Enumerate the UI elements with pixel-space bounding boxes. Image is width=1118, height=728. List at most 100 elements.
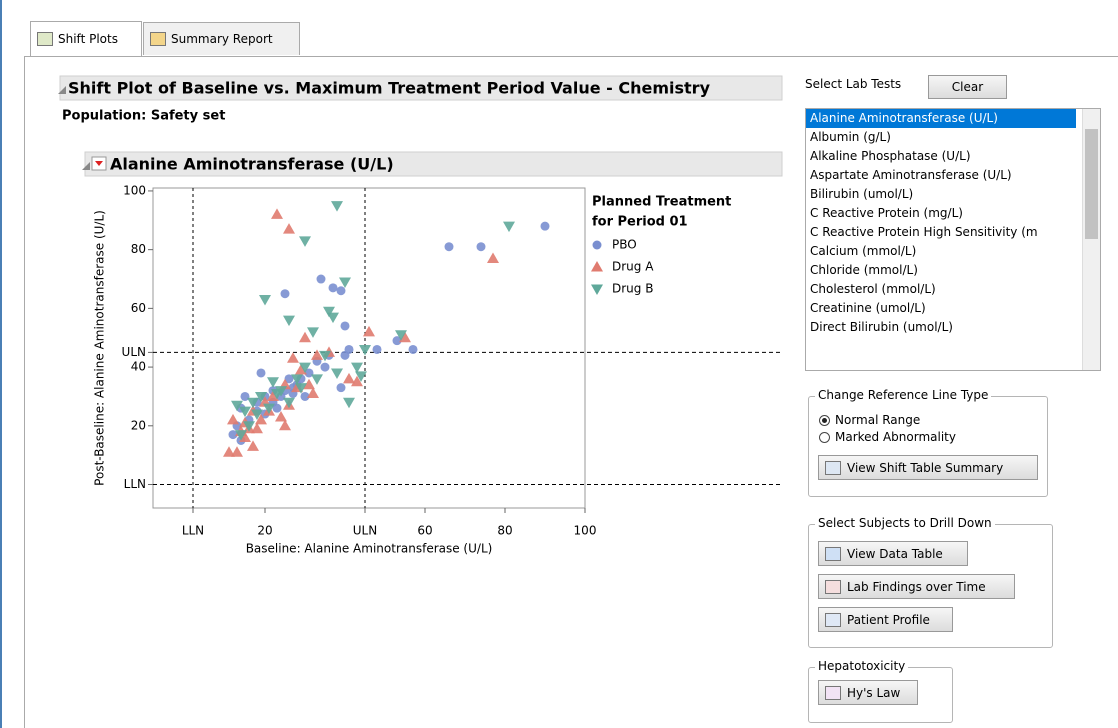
legend-label: Drug B <box>612 282 653 296</box>
tab[interactable]: Summary Report <box>143 22 300 55</box>
point <box>283 315 295 327</box>
legend-label: PBO <box>612 238 637 252</box>
disclosure-icon[interactable] <box>58 86 66 94</box>
list-label: Select Lab Tests <box>805 77 902 91</box>
point <box>304 368 314 378</box>
report-canvas: Shift Plot of Baseline vs. Maximum Treat… <box>58 75 783 556</box>
point <box>316 274 326 284</box>
point <box>307 387 319 399</box>
point <box>340 321 350 331</box>
point <box>228 430 238 440</box>
point <box>503 221 515 233</box>
legend-marker <box>591 284 603 295</box>
list-item[interactable]: Alkaline Phosphatase (U/L) <box>810 149 971 163</box>
list-item[interactable]: Chloride (mmol/L) <box>810 263 918 277</box>
list-item[interactable]: Alanine Aminotransferase (U/L) <box>806 109 1076 128</box>
drill-button[interactable]: Lab Findings over Time <box>818 574 1015 599</box>
list-item[interactable]: Albumin (g/L) <box>810 130 891 144</box>
radio-option[interactable]: Normal Range <box>819 413 920 427</box>
point <box>311 374 323 385</box>
legend-title: for Period 01 <box>592 215 688 230</box>
list-item[interactable]: Cholesterol (mmol/L) <box>810 282 936 296</box>
point <box>259 295 271 306</box>
button-icon <box>825 460 841 475</box>
point <box>283 397 295 409</box>
list-item[interactable]: Creatinine (umol/L) <box>810 301 926 315</box>
point <box>372 344 382 354</box>
point <box>444 242 454 252</box>
button-icon <box>825 546 841 561</box>
point <box>267 377 279 388</box>
point <box>319 350 331 362</box>
drill-button[interactable]: Patient Profile <box>818 607 953 632</box>
hys-law-button[interactable]: Hy's Law <box>818 680 918 705</box>
point <box>351 375 363 387</box>
point <box>279 419 291 431</box>
tab-icon <box>150 32 166 46</box>
point <box>331 368 343 379</box>
point <box>311 349 323 360</box>
y-tick-label: LLN <box>124 477 146 491</box>
drill-button[interactable]: View Data Table <box>818 541 968 566</box>
point <box>303 378 315 390</box>
point <box>263 403 275 415</box>
radio-label: Normal Range <box>835 413 921 427</box>
y-tick-label: 80 <box>131 242 146 256</box>
list-item[interactable]: Direct Bilirubin (umol/L) <box>810 320 953 334</box>
button-label: View Data Table <box>847 546 943 561</box>
point <box>299 362 311 374</box>
point <box>295 364 307 375</box>
point <box>231 400 243 412</box>
button-icon <box>825 579 841 594</box>
disclosure-icon[interactable] <box>82 162 90 170</box>
point <box>392 336 402 346</box>
button-icon <box>825 685 841 700</box>
point <box>255 413 267 425</box>
point <box>323 306 335 318</box>
lab-test-list[interactable]: Alanine Aminotransferase (U/L) Albumin (g… <box>805 108 1101 371</box>
point <box>295 383 307 394</box>
chart-title: Alanine Aminotransferase (U/L) <box>110 155 394 174</box>
shift-table-button[interactable]: View Shift Table Summary <box>818 455 1038 480</box>
point <box>287 352 299 363</box>
list-item[interactable]: C Reactive Protein (mg/L) <box>810 206 963 220</box>
list-item[interactable]: Calcium (mmol/L) <box>810 244 917 258</box>
legend-marker <box>592 240 602 250</box>
x-tick-label: 80 <box>497 524 512 538</box>
group-box: Change Reference Line Type <box>808 388 1048 497</box>
list-item[interactable]: Bilirubin (umol/L) <box>810 187 914 201</box>
point <box>227 413 239 425</box>
group-title: Hepatotoxicity <box>815 659 909 673</box>
button-label: Lab Findings over Time <box>847 579 986 594</box>
list-item[interactable]: Aspartate Aminotransferase (U/L) <box>810 168 1012 182</box>
point <box>267 390 279 401</box>
point <box>339 277 351 288</box>
radio-option[interactable]: Marked Abnormality <box>819 430 956 444</box>
outline-header <box>59 75 783 101</box>
scrollbar[interactable] <box>1082 109 1100 370</box>
list-item[interactable]: C Reactive Protein High Sensitivity (m <box>810 225 1038 239</box>
point <box>247 440 259 451</box>
point <box>476 242 486 252</box>
group-box: Hepatotoxicity <box>808 659 953 723</box>
clear-button[interactable]: Clear <box>928 75 1007 99</box>
scroll-thumb[interactable] <box>1085 129 1098 239</box>
point <box>336 286 346 296</box>
tab[interactable]: Shift Plots <box>30 21 142 56</box>
group-box: Select Subjects to Drill Down <box>808 516 1053 648</box>
point <box>299 236 311 247</box>
point <box>343 397 355 409</box>
point <box>395 330 407 341</box>
button-label: Hy's Law <box>847 685 901 700</box>
tab-panel <box>24 56 1118 728</box>
tab-label: Shift Plots <box>58 32 118 46</box>
group-title: Select Subjects to Drill Down <box>815 516 995 530</box>
group-title: Change Reference Line Type <box>815 388 992 402</box>
point <box>300 391 310 401</box>
point <box>223 446 235 457</box>
point <box>280 289 290 299</box>
point <box>231 446 243 457</box>
point <box>272 403 282 413</box>
point <box>331 201 343 212</box>
